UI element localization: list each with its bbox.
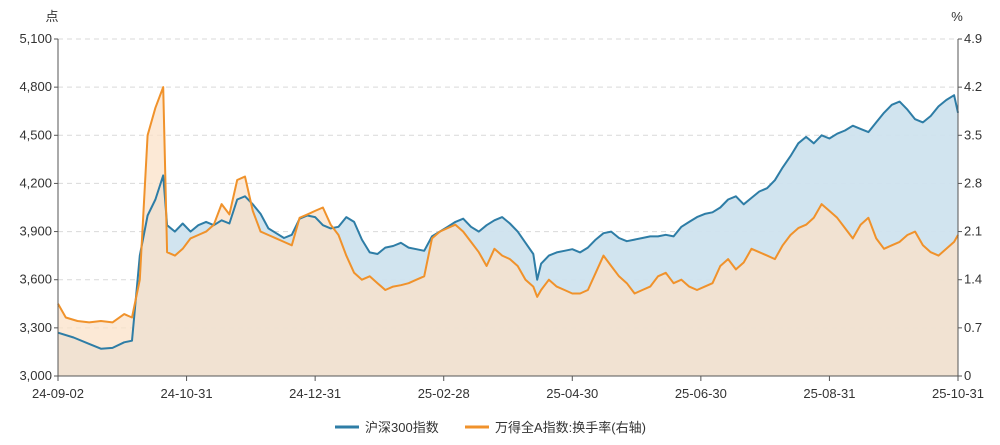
left-tick-label: 3,900 [19, 224, 52, 239]
right-tick-label: 4.9 [964, 31, 982, 46]
x-tick-label: 25-06-30 [675, 386, 727, 401]
x-tick-label: 25-04-30 [546, 386, 598, 401]
right-tick-label: 2.8 [964, 175, 982, 190]
left-tick-label: 4,500 [19, 127, 52, 142]
x-tick-label: 25-02-28 [418, 386, 470, 401]
x-tick-label: 25-10-31 [932, 386, 984, 401]
right-axis-unit: % [951, 9, 963, 24]
right-tick-label: 0.7 [964, 320, 982, 335]
right-tick-label: 3.5 [964, 127, 982, 142]
series-lines [57, 86, 959, 350]
series-line-1 [57, 86, 959, 324]
x-tick-label: 24-12-31 [289, 386, 341, 401]
left-tick-label: 3,300 [19, 320, 52, 335]
left-tick-label: 3,600 [19, 272, 52, 287]
right-tick-label: 0 [964, 368, 971, 383]
left-tick-label: 3,000 [19, 368, 52, 383]
legend-label: 沪深300指数 [365, 420, 439, 435]
right-tick-label: 1.4 [964, 272, 982, 287]
x-tick-label: 25-08-31 [803, 386, 855, 401]
series-line-0 [57, 94, 959, 350]
legend: 沪深300指数 万得全A指数:换手率(右轴) [335, 420, 646, 435]
legend-label: 万得全A指数:换手率(右轴) [495, 420, 646, 435]
x-tick-label: 24-09-02 [32, 386, 84, 401]
x-tick-label: 24-10-31 [161, 386, 213, 401]
right-tick-label: 2.1 [964, 224, 982, 239]
series-areas [58, 87, 958, 376]
axes: 3,000 0 3,300 0.7 3,600 1.4 3,900 2.1 4,200 2.8 4,… [19, 31, 984, 401]
left-tick-label: 4,200 [19, 175, 52, 190]
left-axis-unit: 点 [45, 9, 58, 24]
left-tick-label: 4,800 [19, 79, 52, 94]
right-tick-label: 4.2 [964, 79, 982, 94]
left-tick-label: 5,100 [19, 31, 52, 46]
series-area-1 [58, 87, 958, 376]
